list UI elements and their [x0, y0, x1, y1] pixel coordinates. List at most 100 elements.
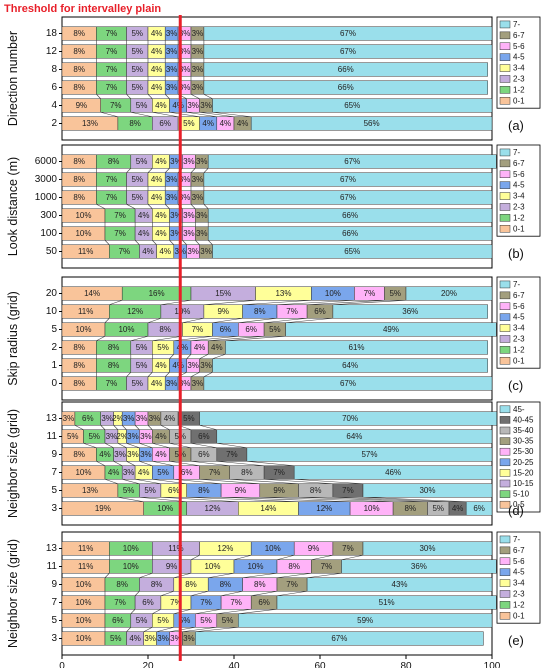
- y-tick-label: 6: [51, 82, 57, 93]
- y-tick-label: 5: [51, 324, 57, 335]
- connector-line: [147, 317, 161, 324]
- connector-line: [203, 93, 213, 100]
- segment-label: 6%: [142, 598, 154, 607]
- legend-swatch: [499, 53, 511, 61]
- x-tick-label: 60: [314, 661, 326, 668]
- segment-label: 59%: [357, 616, 373, 625]
- segment-label: 10%: [265, 544, 281, 553]
- legend-label: 3-4: [513, 192, 525, 201]
- connector-line: [160, 299, 192, 306]
- y-tick-label: 20: [46, 288, 58, 299]
- segment-label: 46%: [385, 468, 401, 477]
- connector-line: [362, 496, 467, 503]
- connector-line: [233, 554, 252, 561]
- bar-segment: [362, 483, 493, 498]
- bar-segment: [250, 116, 493, 131]
- segment-label: 4%: [155, 450, 167, 459]
- legend-swatch: [499, 579, 511, 587]
- segment-label: 10%: [247, 562, 263, 571]
- segment-label: 7%: [342, 486, 354, 495]
- segment-label: 6%: [168, 486, 180, 495]
- segment-label: 5%: [131, 65, 143, 74]
- connector-line: [74, 424, 84, 431]
- segment-label: 3%: [144, 634, 156, 643]
- segment-label: 7%: [209, 468, 221, 477]
- segment-label: 7%: [114, 598, 126, 607]
- bar-segment: [195, 631, 484, 646]
- y-tick-label: 2: [51, 118, 57, 129]
- segment-label: 3%: [192, 29, 204, 38]
- legend-label: 1-2: [513, 85, 525, 94]
- connector-line: [126, 627, 132, 632]
- connector-line: [199, 424, 217, 431]
- segment-label: 8%: [405, 504, 417, 513]
- connector-line: [229, 478, 299, 485]
- connector-line: [242, 572, 278, 579]
- segment-label: 5%: [144, 486, 156, 495]
- legend-label: 45-: [513, 405, 525, 414]
- segment-label: 56%: [364, 119, 380, 128]
- connector-line: [96, 203, 106, 210]
- legend-label: 25-30: [513, 447, 534, 456]
- connector-line: [113, 425, 119, 430]
- bar-segment: [207, 208, 493, 223]
- connector-line: [216, 442, 247, 449]
- y-tick-label: 11: [47, 431, 58, 442]
- bar-segment: [216, 429, 493, 444]
- connector-line: [160, 496, 239, 503]
- segment-label: 3%: [166, 83, 178, 92]
- segment-label: 10%: [123, 562, 139, 571]
- legend-label: 35-40: [513, 426, 534, 435]
- legend-swatch: [499, 590, 511, 598]
- legend-label: 5-6: [513, 302, 525, 311]
- bar-segment: [207, 226, 493, 241]
- connector-line: [104, 240, 110, 245]
- segment-label: 36%: [402, 307, 418, 316]
- connector-line: [152, 608, 162, 615]
- connector-line: [332, 496, 450, 503]
- bar-segment: [465, 501, 493, 516]
- bar-segment: [405, 286, 493, 301]
- legend-swatch: [499, 557, 511, 565]
- segment-label: 9%: [273, 486, 285, 495]
- segment-label: 3%: [170, 211, 182, 220]
- connector-line: [190, 554, 200, 561]
- legend-swatch: [499, 601, 511, 609]
- segment-label: 10%: [75, 325, 91, 334]
- x-tick-label: 80: [400, 661, 412, 668]
- legend-swatch: [499, 612, 511, 620]
- panels: 13% 8% 6% 5% 4% 4% 4% 56%29% 7% 5% 4% 4% 3% 3% 65%48% 7…: [6, 16, 541, 656]
- connector-line: [195, 626, 239, 633]
- segment-label: 5%: [136, 101, 148, 110]
- connector-line: [100, 425, 106, 430]
- connector-line: [207, 240, 213, 245]
- connector-line: [96, 335, 106, 342]
- connector-line: [238, 608, 278, 615]
- segment-label: 10%: [123, 544, 139, 553]
- bar-segment: [341, 559, 497, 574]
- plot-frame: [61, 531, 493, 656]
- connector-line: [169, 111, 200, 118]
- legend-swatch: [499, 426, 511, 435]
- segment-label: 3%: [192, 83, 204, 92]
- connector-line: [169, 460, 200, 467]
- segment-label: 3%: [149, 414, 161, 423]
- connector-line: [164, 94, 170, 99]
- connector-line: [160, 424, 170, 431]
- legend-label: 4-5: [513, 53, 525, 62]
- segment-label: 64%: [342, 361, 358, 370]
- legend-swatch: [499, 225, 511, 233]
- segment-label: 4%: [172, 361, 184, 370]
- segment-label: 3%: [179, 29, 191, 38]
- connector-line: [134, 591, 140, 596]
- legend-swatch: [499, 159, 511, 168]
- legend-label: 10-15: [513, 479, 534, 488]
- segment-label: 70%: [342, 414, 358, 423]
- bar-segment: [207, 154, 497, 169]
- segment-label: 8%: [73, 65, 85, 74]
- segment-label: 6%: [245, 325, 257, 334]
- segment-label: 10%: [75, 580, 91, 589]
- bar-segment: [203, 376, 493, 391]
- segment-label: 5%: [136, 616, 148, 625]
- segment-label: 10%: [157, 504, 173, 513]
